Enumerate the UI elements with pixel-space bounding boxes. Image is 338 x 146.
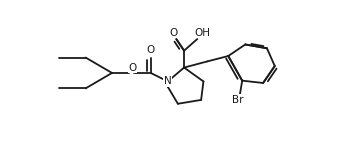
Text: O: O: [128, 63, 136, 73]
Text: N: N: [164, 76, 172, 86]
Text: Br: Br: [232, 95, 243, 105]
Text: OH: OH: [195, 28, 211, 38]
Text: O: O: [147, 45, 155, 55]
Text: O: O: [170, 28, 178, 38]
